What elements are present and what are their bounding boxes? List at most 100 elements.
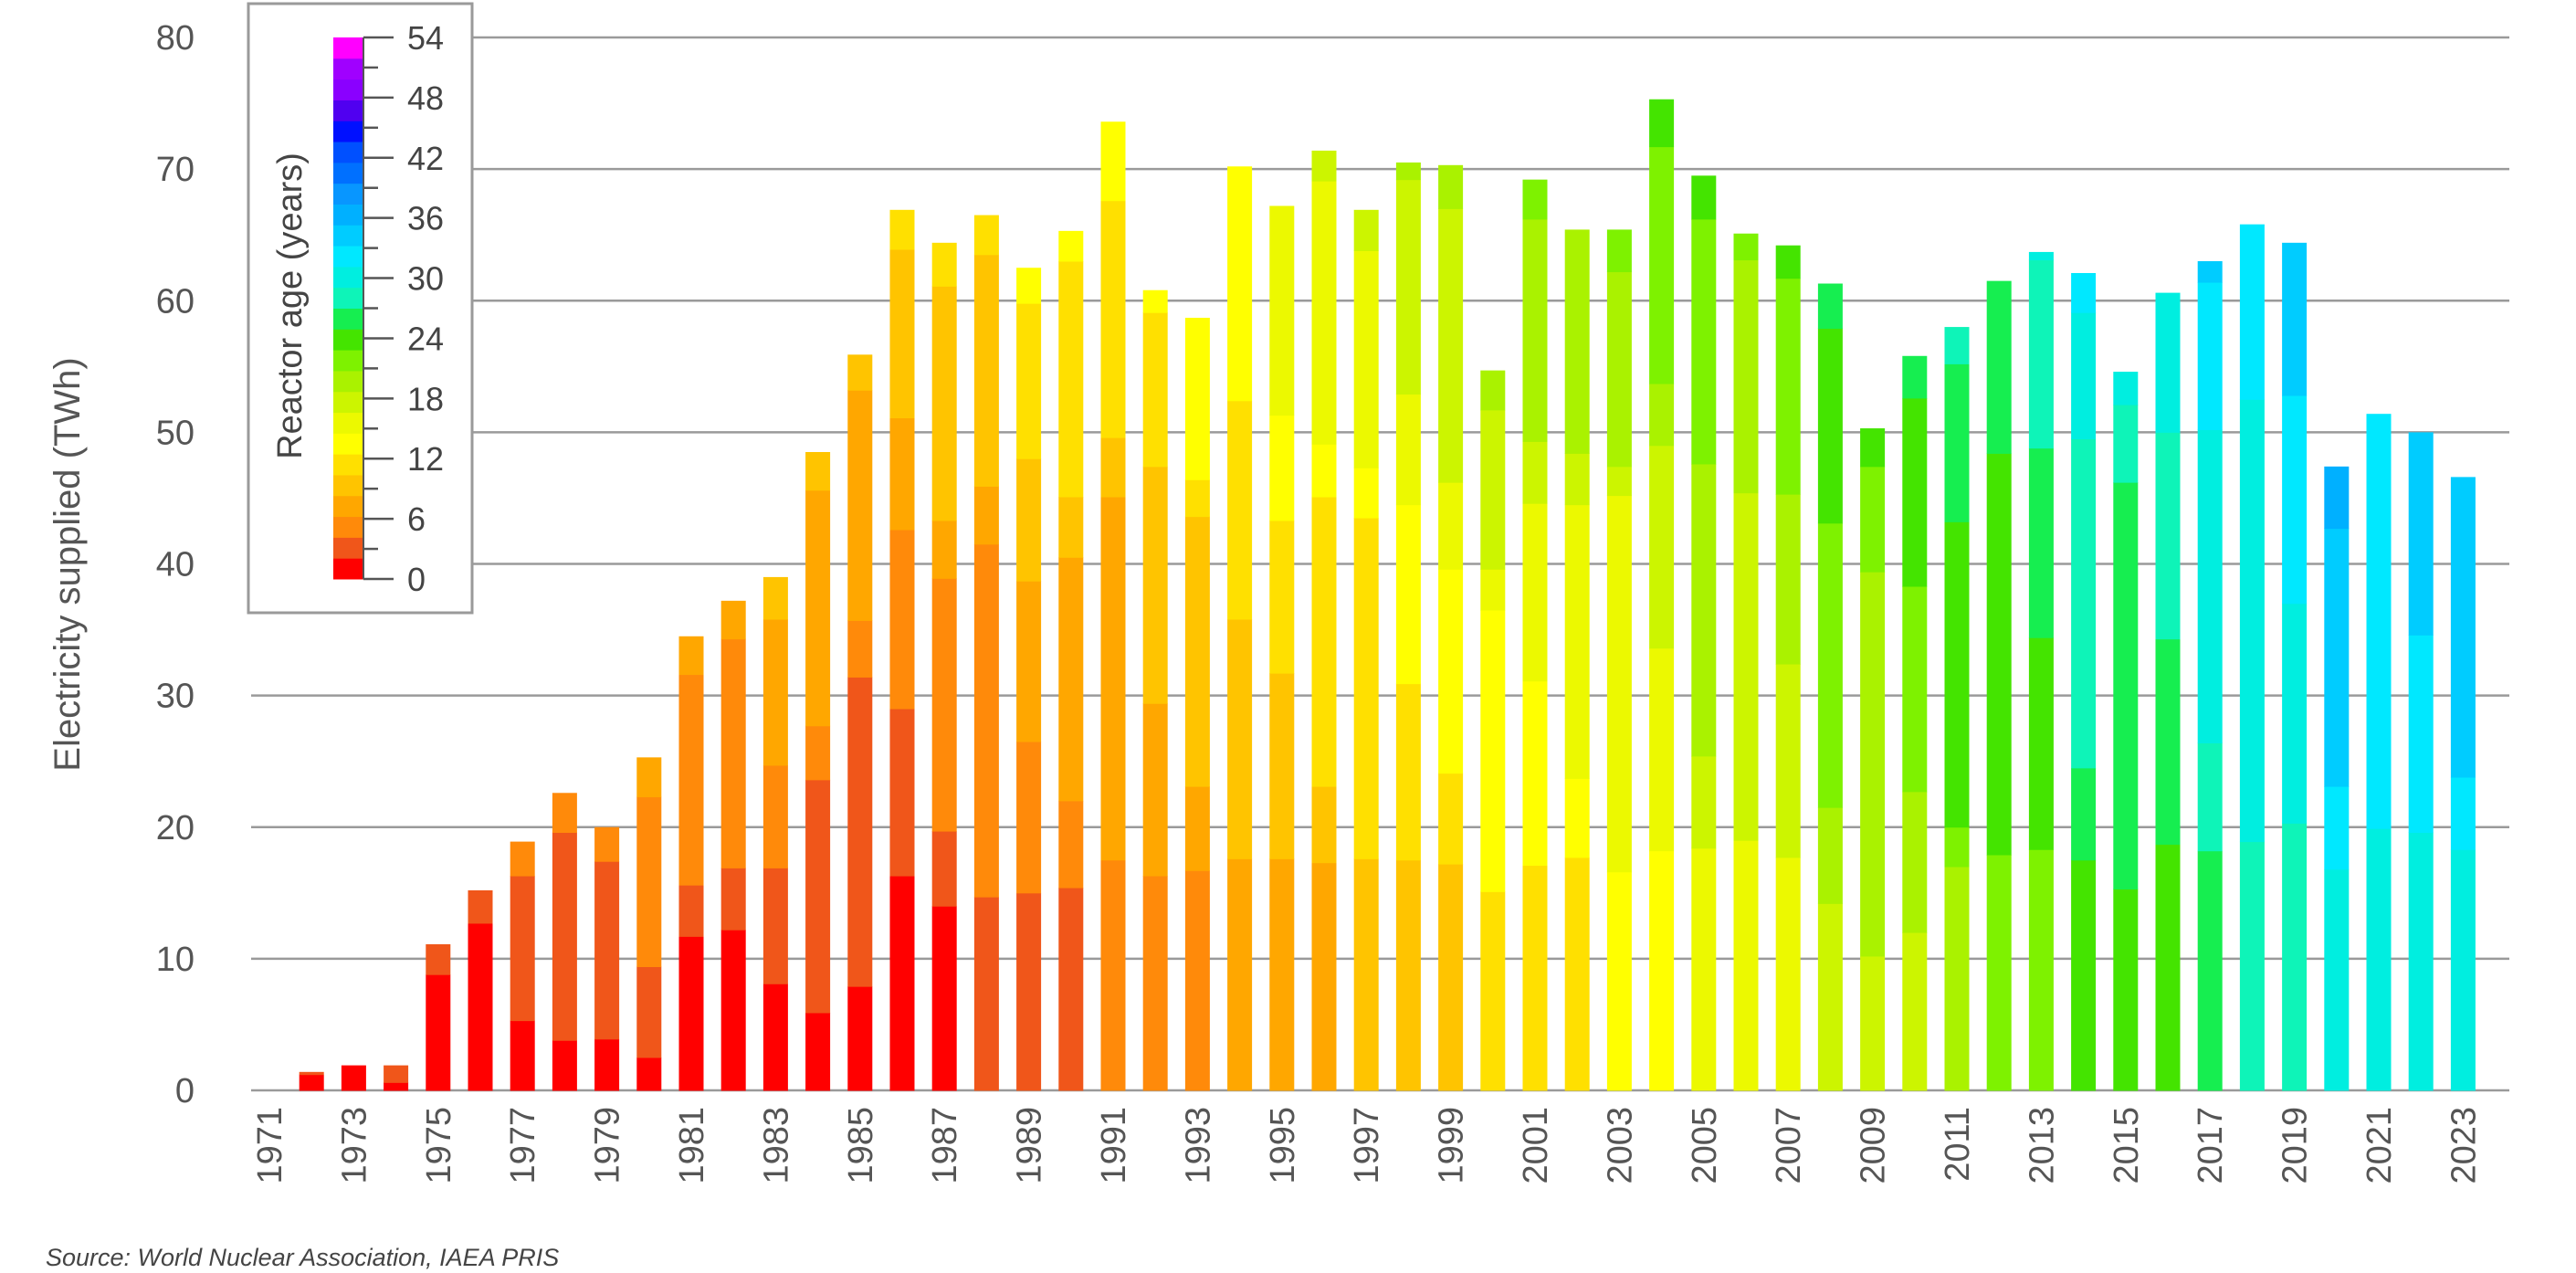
x-tick-label: 2001 — [1517, 1107, 1555, 1184]
legend-swatch — [333, 329, 363, 351]
legend-swatch — [333, 100, 363, 121]
bar-1974 — [384, 1065, 409, 1091]
legend-tick-label: 24 — [407, 320, 444, 357]
bar-segment — [1311, 181, 1337, 445]
legend-tick-label: 6 — [407, 500, 426, 538]
bar-segment — [931, 906, 957, 1091]
bar-segment — [1733, 259, 1759, 494]
bar-segment — [2071, 272, 2097, 313]
x-tick-label: 2007 — [1770, 1107, 1808, 1184]
bar-segment — [1986, 280, 2012, 454]
source-note: Source: World Nuclear Association, IAEA … — [46, 1244, 560, 1271]
bar-segment — [1016, 892, 1042, 1091]
bar-segment — [1860, 466, 1886, 573]
bar-segment — [889, 209, 915, 250]
x-tick-label: 1999 — [1433, 1107, 1471, 1184]
legend-swatch — [333, 308, 363, 330]
bar-segment — [1564, 229, 1590, 454]
bar-segment — [2366, 414, 2392, 829]
bar-segment — [1480, 370, 1506, 411]
bar-segment — [1016, 742, 1042, 894]
bar-segment — [1649, 146, 1675, 384]
bar-1981 — [678, 636, 704, 1091]
x-tick-label: 2005 — [1686, 1107, 1724, 1184]
bar-segment — [2324, 868, 2350, 1091]
bar-segment — [1522, 179, 1548, 220]
bar-segment — [468, 889, 493, 924]
bar-segment — [931, 242, 957, 287]
legend-title: Reactor age (years) — [271, 153, 310, 459]
bars — [299, 99, 2476, 1091]
bar-segment — [2239, 224, 2265, 400]
bar-segment — [2408, 635, 2434, 834]
bar-segment — [889, 417, 915, 531]
bar-2007 — [1775, 245, 1801, 1091]
bar-segment — [1184, 317, 1210, 480]
x-tick-label: 1989 — [1011, 1107, 1049, 1184]
legend-tick-label: 12 — [407, 440, 444, 478]
bar-segment — [720, 868, 746, 931]
x-tick-label: 2011 — [1939, 1107, 1977, 1182]
bar-segment — [2408, 832, 2434, 1091]
bar-2022 — [2408, 432, 2434, 1091]
bar-segment — [1775, 245, 1801, 279]
bar-segment — [2197, 261, 2223, 283]
legend-tick-label: 54 — [407, 19, 444, 57]
bar-2001 — [1522, 179, 1548, 1091]
bar-segment — [2324, 466, 2350, 530]
bar-segment — [762, 868, 788, 984]
legend-swatch — [333, 433, 363, 455]
bar-segment — [1395, 859, 1421, 1091]
bar-segment — [426, 944, 451, 975]
legend-swatch — [333, 204, 363, 226]
bar-segment — [1269, 673, 1295, 859]
bar-segment — [1395, 162, 1421, 181]
bar-segment — [1860, 955, 1886, 1091]
bar-segment — [720, 600, 746, 640]
bar-segment — [552, 832, 577, 1041]
bar-segment — [1100, 121, 1126, 202]
x-tick-label: 1981 — [673, 1107, 711, 1184]
y-tick-label: 70 — [156, 151, 195, 189]
bar-segment — [1902, 355, 1928, 399]
bar-segment — [2113, 405, 2139, 483]
bar-segment — [1227, 619, 1253, 859]
bar-segment — [1986, 855, 2012, 1091]
bar-segment — [510, 1020, 535, 1091]
bar-segment — [1438, 208, 1464, 483]
bar-segment — [1353, 518, 1379, 859]
bar-segment — [1269, 415, 1295, 521]
bar-segment — [1649, 445, 1675, 649]
bar-segment — [973, 254, 999, 487]
bar-segment — [1353, 468, 1379, 519]
bar-segment — [2028, 447, 2054, 638]
bar-segment — [2113, 482, 2139, 889]
bar-segment — [931, 831, 957, 907]
bar-segment — [1016, 268, 1042, 304]
bar-segment — [1311, 862, 1337, 1091]
bar-1976 — [468, 889, 493, 1091]
bar-segment — [384, 1065, 409, 1083]
bar-segment — [973, 897, 999, 1091]
bar-segment — [1691, 847, 1717, 1091]
bar-segment — [1649, 647, 1675, 852]
bar-segment — [1860, 572, 1886, 957]
bar-segment — [1100, 437, 1126, 498]
bar-2002 — [1564, 229, 1590, 1091]
bar-segment — [1902, 932, 1928, 1091]
bar-segment — [2282, 603, 2308, 824]
bar-2019 — [2282, 242, 2308, 1091]
bar-segment — [1522, 441, 1548, 504]
legend-swatch — [333, 287, 363, 309]
bar-1983 — [762, 576, 788, 1091]
bar-segment — [1691, 463, 1717, 757]
y-tick-label: 30 — [156, 678, 195, 716]
bar-segment — [805, 451, 831, 491]
bar-segment — [1142, 703, 1168, 877]
bar-segment — [1016, 458, 1042, 582]
bar-2008 — [1817, 283, 1843, 1091]
bar-segment — [1184, 870, 1210, 1091]
bar-segment — [1311, 496, 1337, 787]
bar-2012 — [1986, 280, 2012, 1091]
bar-segment — [1944, 327, 1970, 364]
